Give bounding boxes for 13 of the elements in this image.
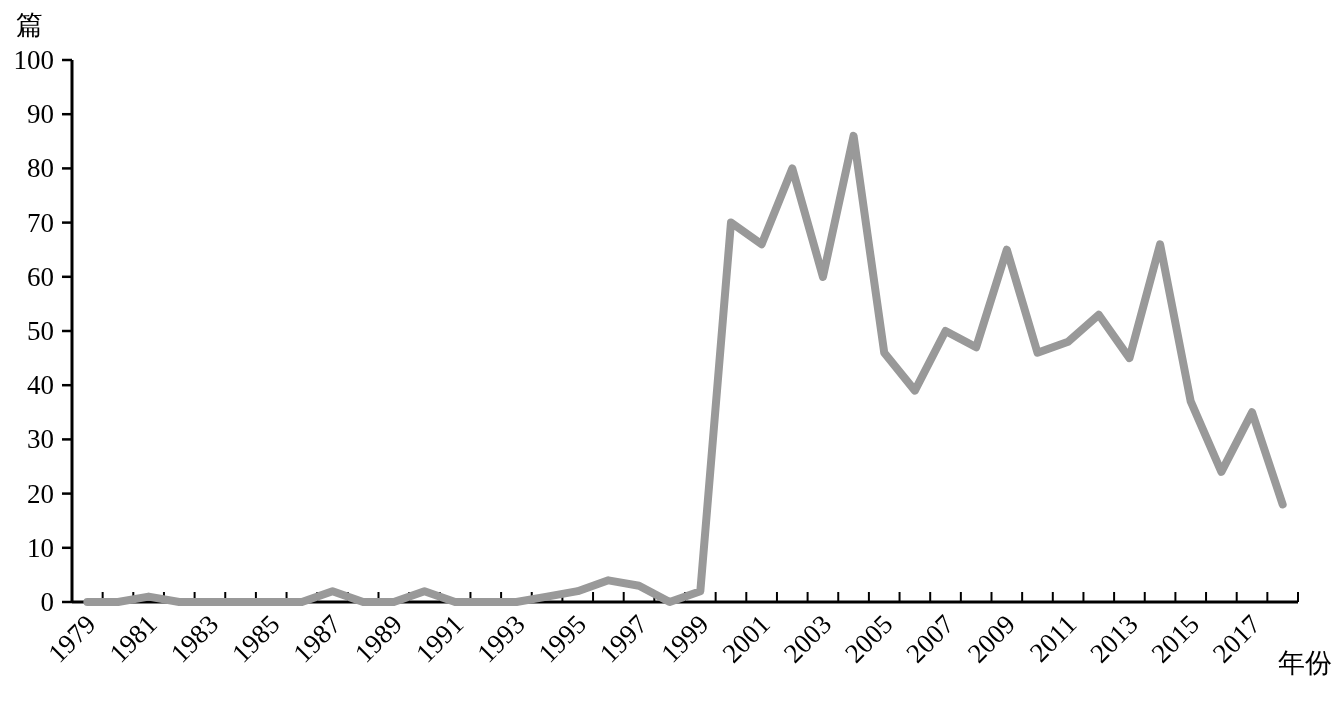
- y-tick-label: 100: [13, 45, 54, 75]
- y-tick-label: 50: [27, 316, 54, 346]
- y-tick-label: 40: [27, 370, 54, 401]
- y-tick-label: 20: [27, 478, 54, 509]
- y-tick-label: 70: [27, 207, 54, 238]
- y-axis-title: 篇: [16, 10, 43, 40]
- y-tick-label: 0: [40, 587, 54, 617]
- y-tick-label: 60: [27, 261, 54, 292]
- y-tick-label: 30: [27, 424, 54, 455]
- y-tick-label: 10: [27, 532, 54, 563]
- y-tick-label: 90: [27, 99, 54, 130]
- x-axis-title: 年份: [1278, 648, 1332, 678]
- y-tick-label: 80: [27, 153, 54, 184]
